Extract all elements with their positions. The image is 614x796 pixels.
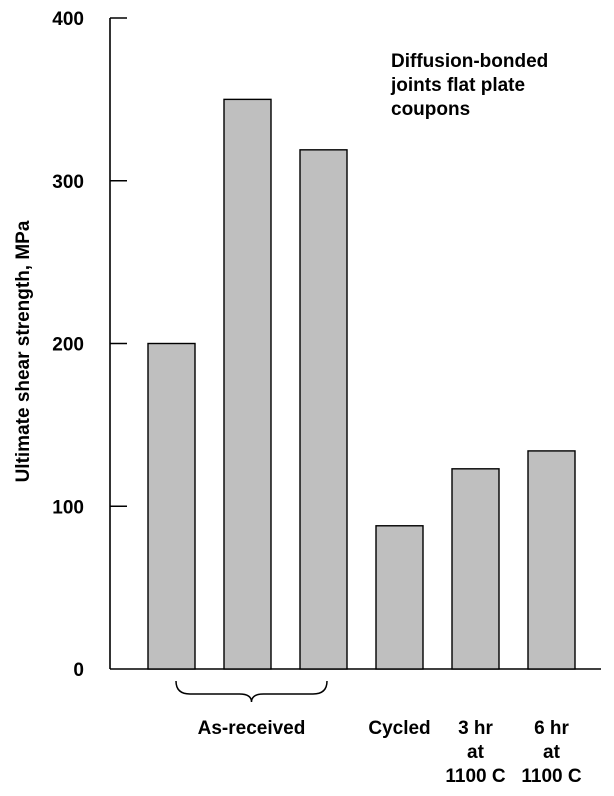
y-tick-label-400: 400 — [52, 9, 84, 30]
y-tick-label-200: 200 — [52, 335, 84, 356]
bar-1 — [147, 342, 196, 670]
as-received-brace — [175, 680, 328, 703]
category-label-3: 3 hr at 1100 C — [445, 718, 505, 787]
bar-4 — [375, 525, 424, 670]
y-axis-label: Ultimate shear strength, MPa — [13, 220, 34, 482]
y-tick-label-100: 100 — [52, 497, 84, 518]
y-ticks: 0 100 200 300 400 — [52, 9, 127, 681]
category-label-1: As-received — [198, 718, 306, 739]
bar-2 — [223, 98, 272, 670]
bars — [147, 98, 576, 670]
category-label-4: 6 hr at 1100 C — [521, 718, 581, 787]
bar-6 — [527, 450, 576, 670]
bar-5 — [451, 468, 500, 670]
y-tick-label-0: 0 — [73, 660, 84, 681]
category-labels: As-received Cycled 3 hr at 1100 C 6 hr at 1100 … — [175, 680, 582, 787]
chart-annotation: Diffusion-bonded joints flat plate coupons — [390, 51, 548, 120]
bar-3 — [299, 149, 348, 670]
category-label-2: Cycled — [368, 718, 430, 739]
y-tick-label-300: 300 — [52, 172, 84, 193]
